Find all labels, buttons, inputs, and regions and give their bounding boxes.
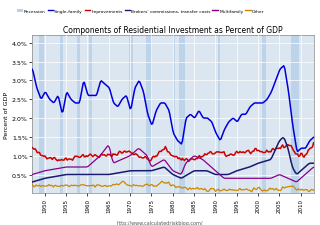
- Bar: [77, 36, 80, 194]
- Text: http://www.calculatedriskblog.com/: http://www.calculatedriskblog.com/: [117, 220, 203, 225]
- Bar: [173, 36, 175, 194]
- Title: Components of Residential Investment as Percent of GDP: Components of Residential Investment as …: [63, 26, 283, 35]
- Bar: [39, 36, 44, 194]
- Y-axis label: Percent of GDP: Percent of GDP: [4, 91, 9, 138]
- Bar: [60, 36, 63, 194]
- Bar: [262, 36, 266, 194]
- Bar: [291, 36, 299, 194]
- Bar: [218, 36, 220, 194]
- Legend: Recession, Single-family, Improvements, Brokers' commissions, transfer costs, Mu: Recession, Single-family, Improvements, …: [17, 10, 264, 14]
- Bar: [179, 36, 185, 194]
- Bar: [146, 36, 152, 194]
- Bar: [129, 36, 133, 194]
- Bar: [89, 36, 92, 194]
